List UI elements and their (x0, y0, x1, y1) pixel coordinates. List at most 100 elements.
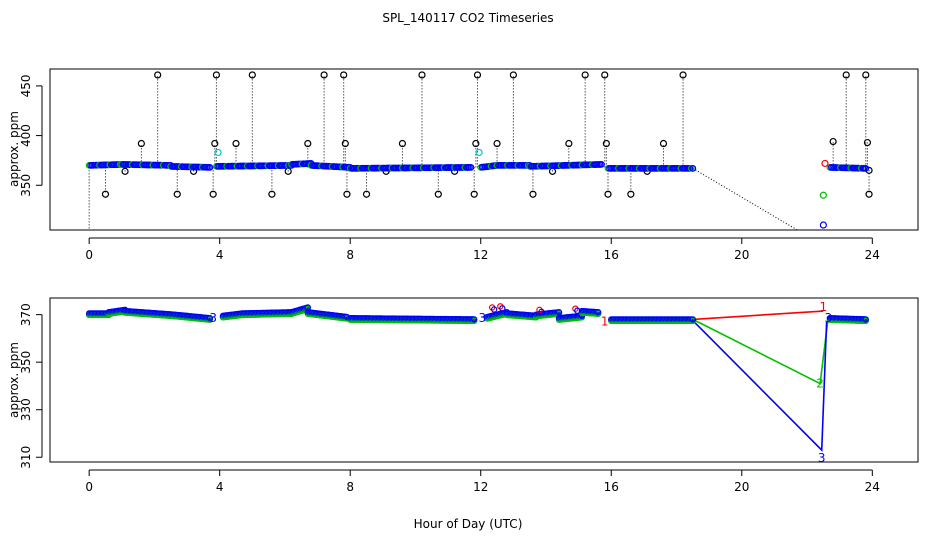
top-spike-point (470, 190, 478, 198)
top-spike-point (101, 190, 110, 198)
bottom-data-point (471, 316, 478, 323)
top-spike-point (602, 139, 610, 148)
bottom-x-tick-label: 20 (734, 480, 749, 494)
top-x-tick-label: 0 (85, 248, 93, 262)
top-spike-point (211, 139, 219, 148)
top-data-point (598, 161, 605, 168)
top-spike-point (268, 190, 276, 198)
top-spike-point (362, 190, 371, 198)
top-spike-point (862, 71, 870, 79)
bottom-data-point (595, 309, 602, 316)
top-data-point (862, 164, 870, 172)
top-x-tick-label: 4 (216, 248, 224, 262)
top-spike-point (137, 139, 145, 148)
top-spike-point (341, 139, 349, 148)
top-y-tick-label: 450 (19, 74, 33, 97)
top-spike-point (248, 71, 256, 79)
top-x-axis: 0 4 8 12 16 20 24 (85, 237, 880, 262)
top-spike-point (398, 139, 407, 148)
top-isolated-point (819, 221, 827, 229)
top-spike-point (209, 190, 217, 198)
top-spike-point (493, 139, 501, 148)
bottom-series-line-3 (692, 320, 828, 452)
top-cyan-point (214, 148, 222, 157)
bottom-data-point (555, 309, 563, 316)
bottom-gap-marker: 3 (824, 311, 832, 325)
bottom-gap-marker: 1 (601, 315, 609, 329)
top-spike-point (434, 190, 442, 198)
top-y-axis-label: approx. ppm (7, 111, 21, 187)
top-spike-point (829, 137, 837, 146)
top-spike-point (343, 190, 351, 198)
bottom-x-tick-label: 0 (85, 480, 93, 494)
top-y-tick-label: 400 (19, 124, 33, 147)
bottom-y-tick-label: 370 (19, 303, 33, 326)
top-x-tick-label: 8 (346, 248, 354, 262)
bottom-y-tick-label: 350 (19, 351, 33, 374)
bottom-series-line-2 (692, 316, 830, 385)
top-data-point (689, 164, 697, 172)
top-spike-point (509, 71, 517, 79)
top-spike-point (565, 139, 573, 148)
top-spike-point (232, 139, 240, 148)
bottom-bump-point (538, 308, 545, 316)
top-spike-point (842, 71, 850, 79)
bottom-y-axis-label: approx. ppm (7, 342, 21, 418)
top-panel: 0 4 8 12 16 20 24 350 400 450 approx. ppm (7, 68, 919, 262)
top-spike-point (121, 167, 129, 175)
top-spike-point (173, 190, 181, 198)
top-spike-point (320, 71, 328, 79)
bottom-series-line-1 (692, 310, 824, 321)
top-x-tick-label: 20 (734, 248, 749, 262)
bottom-gap-marker: 3 (479, 311, 487, 325)
top-isolated-point (821, 159, 829, 168)
bottom-x-tick-label: 12 (473, 480, 488, 494)
top-plot-marks (85, 71, 873, 231)
top-spike-point (472, 139, 480, 148)
top-data-point (206, 163, 214, 171)
top-spike-point (340, 71, 348, 79)
bottom-series-end-label-1: 1 (820, 300, 828, 314)
bottom-series-end-label-2: 2 (816, 377, 824, 391)
top-spike-point (581, 71, 589, 79)
bottom-x-tick-label: 8 (346, 480, 354, 494)
bottom-data-point (689, 316, 697, 323)
chart-title: SPL_140117 CO2 Timeseries (382, 11, 553, 25)
top-data-point (467, 163, 475, 171)
bottom-data-point (206, 315, 214, 322)
bottom-gap-marker: 3 (209, 311, 217, 325)
top-x-tick-label: 12 (473, 248, 488, 262)
bottom-x-tick-label: 16 (604, 480, 619, 494)
top-spike-point (865, 190, 873, 198)
top-spike-point (529, 190, 537, 198)
bottom-data-point (862, 316, 869, 323)
top-spike-point (418, 71, 426, 79)
top-spike-point (863, 138, 872, 147)
top-x-tick-label: 24 (865, 248, 880, 262)
top-x-tick-label: 16 (604, 248, 619, 262)
top-spike-point (679, 71, 687, 79)
bottom-x-tick-label: 4 (216, 480, 224, 494)
bottom-y-axis: 310 330 350 370 (19, 303, 43, 469)
bottom-x-axis: 0 4 8 12 16 20 24 (85, 469, 880, 494)
top-y-tick-label: 350 (19, 174, 33, 197)
bottom-plot-frame (49, 297, 919, 463)
top-cyan-point (475, 148, 483, 157)
bottom-series-end-label-3: 3 (818, 451, 826, 465)
top-spike-point (604, 190, 612, 198)
x-axis-label: Hour of Day (UTC) (414, 517, 523, 531)
bottom-y-tick-label: 330 (19, 398, 33, 421)
top-spike-point (659, 139, 668, 148)
top-spike-point (304, 139, 312, 148)
top-y-axis: 350 400 450 (19, 74, 43, 197)
bottom-x-tick-label: 24 (865, 480, 880, 494)
top-gap-line (692, 167, 798, 231)
top-spike-point (627, 190, 635, 198)
top-spike-point (212, 71, 221, 79)
top-spike-point (473, 71, 482, 79)
top-spike-point (154, 71, 162, 79)
top-spike-point (601, 71, 609, 79)
